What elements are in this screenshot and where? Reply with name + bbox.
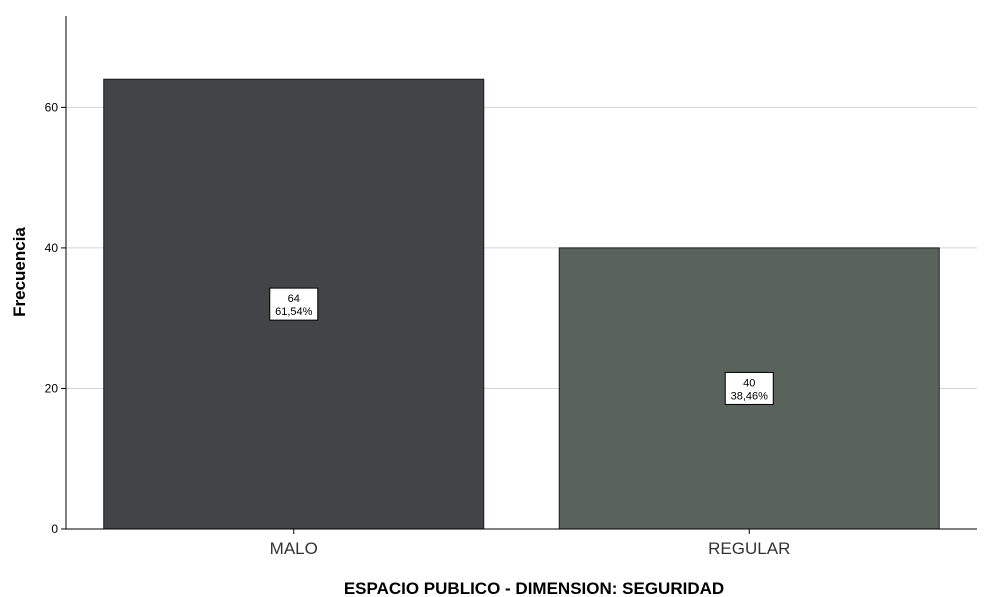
x-axis-title: ESPACIO PUBLICO - DIMENSION: SEGURIDAD <box>344 579 724 597</box>
data-label-value: 40 <box>743 377 755 389</box>
data-label-box <box>269 287 319 321</box>
y-tick-label: 0 <box>51 522 58 536</box>
y-tick-label: 20 <box>45 381 59 395</box>
data-label-box <box>724 371 774 405</box>
axes: 0 20 40 60 MALO REGULAR <box>45 16 977 558</box>
data-label-percent: 61,54% <box>275 306 313 318</box>
y-tick-label: 60 <box>45 100 59 114</box>
x-tick-label: REGULAR <box>708 539 790 558</box>
bars <box>103 78 940 530</box>
x-tick-label: MALO <box>270 539 318 558</box>
data-label-percent: 38,46% <box>731 390 769 402</box>
data-label-value: 64 <box>288 293 300 305</box>
y-axis-title: Frecuencia <box>10 227 29 317</box>
y-tick-label: 40 <box>45 241 59 255</box>
